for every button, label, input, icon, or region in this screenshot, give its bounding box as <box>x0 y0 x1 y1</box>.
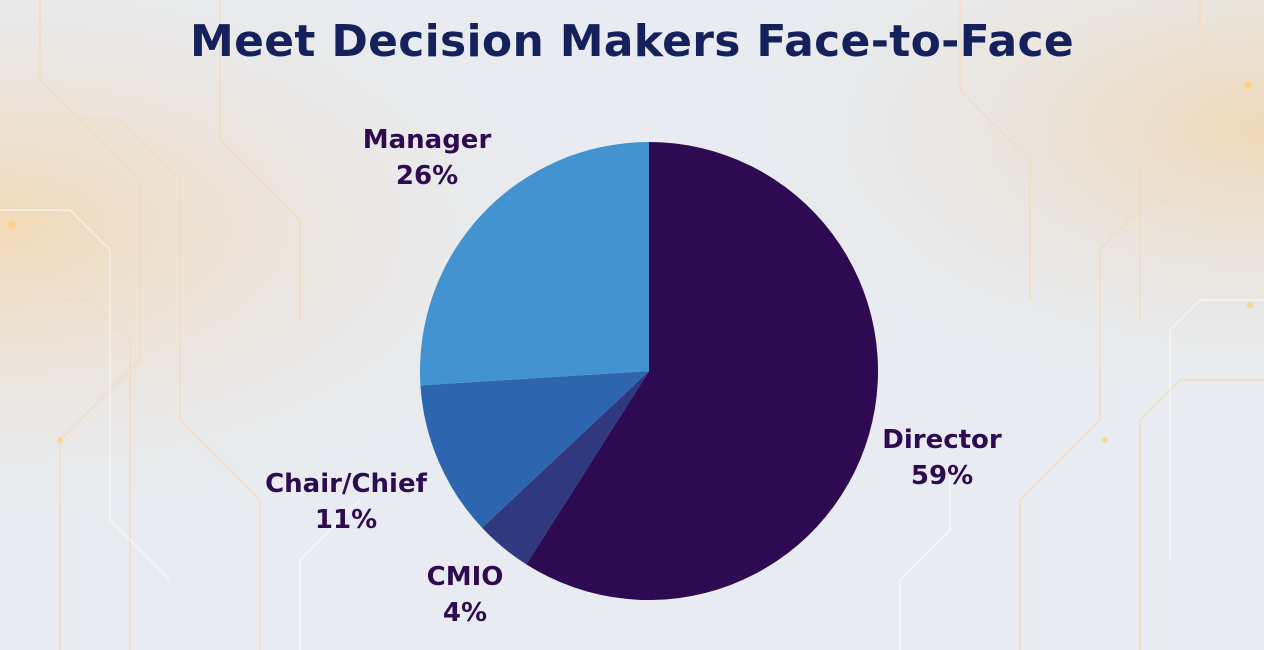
pie-slice-chair-chief <box>420 371 649 528</box>
slice-label-value: 59% <box>910 461 974 491</box>
slice-label-name: Manager <box>362 125 492 155</box>
slice-label-value: 11% <box>314 505 378 535</box>
slice-label: Director 59% <box>882 422 1001 494</box>
pie-slice-manager <box>419 142 649 386</box>
slice-label: Chair/Chief 11% <box>265 466 427 538</box>
pie-slice-director <box>526 142 879 600</box>
slice-label-name: CMIO <box>426 562 504 592</box>
slice-label-value: 26% <box>395 161 459 191</box>
page-title: Meet Decision Makers Face-to-Face <box>190 16 1074 67</box>
slice-label: Manager 26% <box>363 122 492 194</box>
slice-label-name: Director <box>882 425 1002 455</box>
pie-slice-cmio <box>482 371 649 565</box>
slice-label-name: Chair/Chief <box>265 469 427 499</box>
slice-label-value: 4% <box>442 598 488 628</box>
slice-label: CMIO 4% <box>427 559 504 631</box>
